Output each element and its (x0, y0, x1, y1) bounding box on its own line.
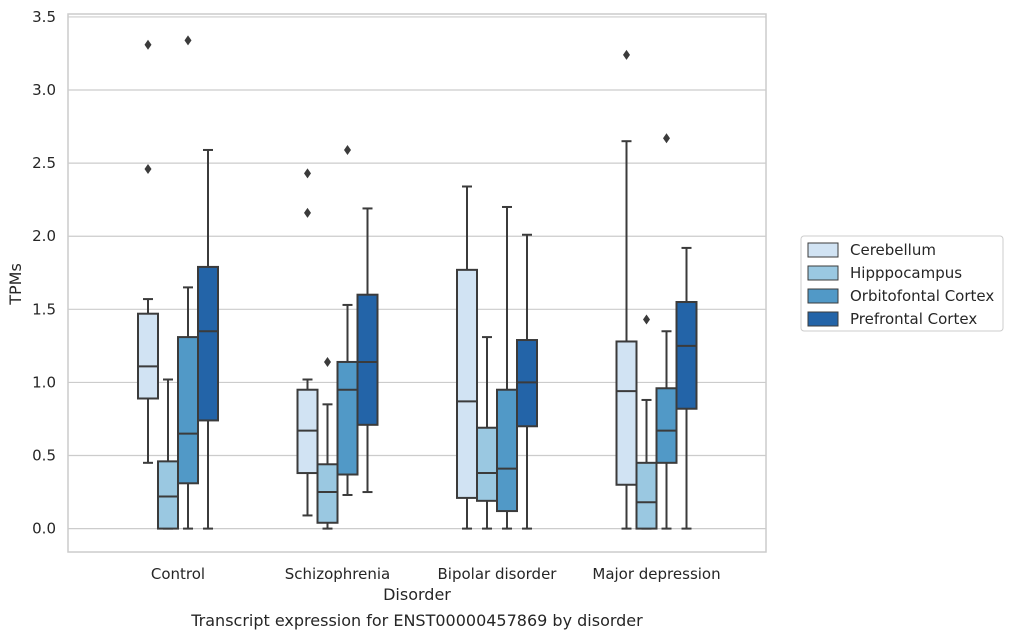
x-tick-label: Major depression (592, 565, 720, 583)
outlier-point (144, 39, 152, 50)
box-iqr (675, 301, 698, 410)
box-prefrontal-cortex-3 (675, 246, 698, 530)
box-iqr (197, 265, 219, 422)
y-tick-label: 1.0 (32, 373, 56, 391)
box-iqr (456, 268, 478, 499)
box-iqr (316, 463, 339, 524)
box-prefrontal-cortex-1 (356, 207, 379, 494)
box-iqr (177, 336, 199, 485)
legend-label: Hipppocampus (850, 264, 962, 282)
box-orbitofontal-cortex-3 (655, 133, 678, 530)
x-axis-ticks: Control Schizophrenia Bipolar disorder Majo… (151, 565, 721, 583)
box-cerebellum-3 (615, 49, 638, 530)
outlier-point (144, 163, 152, 174)
box-groups (137, 35, 698, 530)
y-tick-label: 0.5 (32, 447, 56, 465)
box-iqr (496, 388, 518, 513)
box-hipppocampus-1 (316, 356, 339, 530)
box-iqr (137, 312, 159, 400)
box-cerebellum-2 (456, 185, 478, 530)
box-hipppocampus-2 (476, 336, 498, 530)
outlier-point (643, 314, 650, 325)
legend-label: Orbitofontal Cortex (850, 287, 994, 305)
y-axis-ticks: 0.0 0.5 1.0 1.5 2.0 2.5 3.0 3.5 (32, 8, 56, 538)
box-iqr (157, 460, 179, 530)
box-iqr (635, 461, 658, 530)
box-hipppocampus-0 (157, 378, 179, 530)
y-tick-label: 3.0 (32, 81, 56, 99)
legend-swatch (807, 311, 839, 327)
outlier-point (304, 207, 311, 218)
box-iqr (476, 426, 498, 502)
box-prefrontal-cortex-2 (516, 233, 538, 530)
legend: Cerebellum Hipppocampus Orbitofontal Corte… (800, 235, 1004, 332)
outlier-point (663, 133, 670, 144)
y-axis-label: TPMs (6, 263, 25, 306)
legend-swatch (807, 288, 839, 304)
box-cerebellum-0 (137, 39, 159, 464)
y-tick-label: 1.5 (32, 300, 56, 318)
box-iqr (356, 293, 379, 426)
x-tick-label: Control (151, 565, 205, 583)
legend-swatch (807, 265, 839, 281)
box-prefrontal-cortex-0 (197, 148, 219, 530)
x-axis-label: Disorder (383, 585, 451, 604)
legend-frame (800, 235, 1004, 332)
box-iqr (655, 387, 678, 464)
box-cerebellum-1 (296, 168, 319, 517)
y-tick-label: 3.5 (32, 8, 56, 26)
y-tick-label: 2.5 (32, 154, 56, 172)
x-tick-label: Bipolar disorder (438, 565, 558, 583)
outlier-point (623, 49, 630, 60)
legend-swatch (807, 242, 839, 258)
box-hipppocampus-3 (635, 314, 658, 530)
outlier-point (324, 356, 331, 367)
outlier-point (344, 144, 351, 155)
y-tick-label: 2.0 (32, 227, 56, 245)
box-orbitofontal-cortex-2 (496, 205, 518, 530)
y-tick-label: 0.0 (32, 520, 56, 538)
plot-frame (67, 13, 767, 553)
legend-label: Cerebellum (850, 241, 936, 259)
figure-caption: Transcript expression for ENST0000045786… (190, 611, 643, 630)
x-tick-label: Schizophrenia (285, 565, 390, 583)
legend-label: Prefrontal Cortex (850, 310, 977, 328)
box-iqr (615, 340, 638, 486)
box-iqr (336, 360, 359, 476)
outlier-point (304, 168, 311, 179)
outlier-point (184, 35, 192, 46)
